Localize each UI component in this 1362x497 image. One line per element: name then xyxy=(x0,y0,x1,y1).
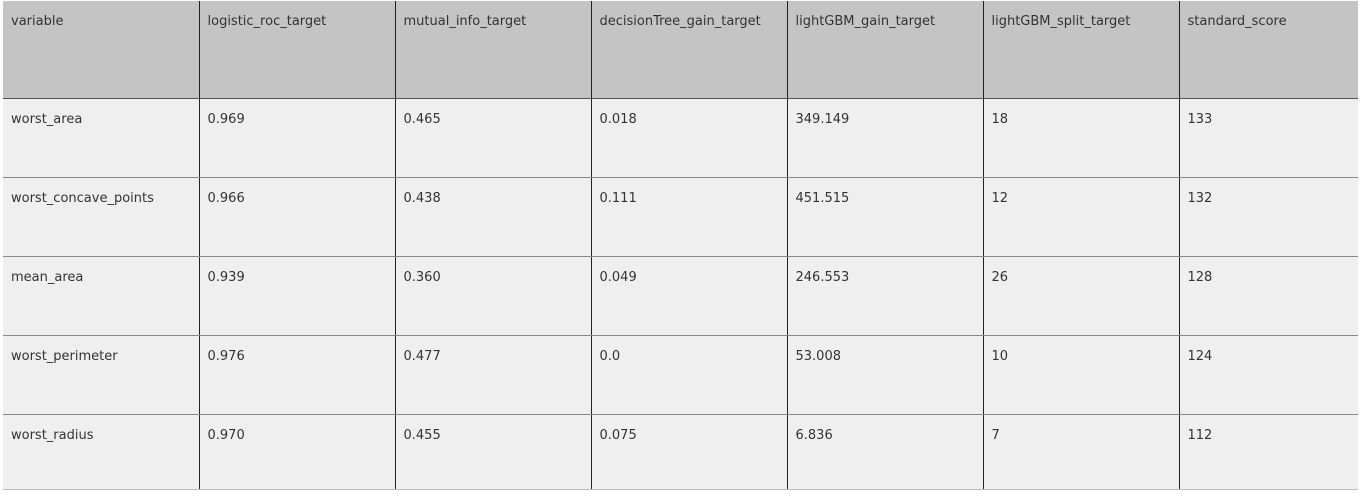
table-cell: 0.969 xyxy=(199,98,396,178)
header-row: variable logistic_roc_target mutual_info… xyxy=(3,1,1358,99)
table-cell: 10 xyxy=(983,335,1180,415)
table-cell: 0.049 xyxy=(591,256,788,336)
table-cell: 0.075 xyxy=(591,414,788,490)
table-cell: 451.515 xyxy=(787,177,984,257)
table-row: mean_area 0.939 0.360 0.049 246.553 26 1… xyxy=(3,256,1358,336)
table-cell: 0.477 xyxy=(395,335,592,415)
table-row: worst_area 0.969 0.465 0.018 349.149 18 … xyxy=(3,98,1358,178)
feature-score-table: variable logistic_roc_target mutual_info… xyxy=(3,1,1358,490)
table-cell: 12 xyxy=(983,177,1180,257)
column-header-mutual-info-target: mutual_info_target xyxy=(395,1,592,99)
table-cell: 0.438 xyxy=(395,177,592,257)
table-cell: 26 xyxy=(983,256,1180,336)
table-body: worst_area 0.969 0.465 0.018 349.149 18 … xyxy=(3,98,1358,490)
table-cell: 0.465 xyxy=(395,98,592,178)
table-cell: worst_radius xyxy=(3,414,200,490)
column-header-lightgbm-gain-target: lightGBM_gain_target xyxy=(787,1,984,99)
table-cell: 0.360 xyxy=(395,256,592,336)
column-header-variable: variable xyxy=(3,1,200,99)
table-cell: 18 xyxy=(983,98,1180,178)
table-row: worst_perimeter 0.976 0.477 0.0 53.008 1… xyxy=(3,335,1358,415)
table-cell: 349.149 xyxy=(787,98,984,178)
table-cell: 0.111 xyxy=(591,177,788,257)
table-cell: worst_area xyxy=(3,98,200,178)
column-header-logistic-roc-target: logistic_roc_target xyxy=(199,1,396,99)
table-cell: 128 xyxy=(1179,256,1358,336)
table-cell: 112 xyxy=(1179,414,1358,490)
table-cell: 7 xyxy=(983,414,1180,490)
column-header-decisiontree-gain-target: decisionTree_gain_target xyxy=(591,1,788,99)
table-cell: 53.008 xyxy=(787,335,984,415)
table-cell: 124 xyxy=(1179,335,1358,415)
table-cell: 0.976 xyxy=(199,335,396,415)
table-row: worst_radius 0.970 0.455 0.075 6.836 7 1… xyxy=(3,414,1358,490)
table-cell: worst_perimeter xyxy=(3,335,200,415)
table-cell: 0.966 xyxy=(199,177,396,257)
table-cell: 0.455 xyxy=(395,414,592,490)
column-header-lightgbm-split-target: lightGBM_split_target xyxy=(983,1,1180,99)
column-header-standard-score: standard_score xyxy=(1179,1,1358,99)
table-cell: 6.836 xyxy=(787,414,984,490)
results-table-container: variable logistic_roc_target mutual_info… xyxy=(3,1,1358,490)
table-cell: 0.0 xyxy=(591,335,788,415)
table-cell: 133 xyxy=(1179,98,1358,178)
table-cell: 246.553 xyxy=(787,256,984,336)
table-row: worst_concave_points 0.966 0.438 0.111 4… xyxy=(3,177,1358,257)
table-header: variable logistic_roc_target mutual_info… xyxy=(3,1,1358,99)
table-cell: 0.939 xyxy=(199,256,396,336)
table-cell: 132 xyxy=(1179,177,1358,257)
table-cell: 0.970 xyxy=(199,414,396,490)
table-cell: 0.018 xyxy=(591,98,788,178)
table-cell: mean_area xyxy=(3,256,200,336)
table-cell: worst_concave_points xyxy=(3,177,200,257)
